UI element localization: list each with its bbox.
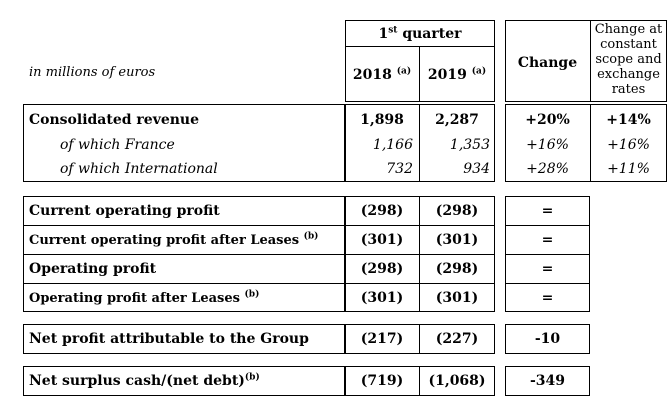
row-label: of which International <box>60 161 218 177</box>
quarter-number: 1 <box>378 26 389 42</box>
value-change: = <box>541 261 554 277</box>
value-2019: 934 <box>463 161 490 177</box>
revenue-change-divider <box>590 104 591 182</box>
profit-row-divider <box>23 254 495 255</box>
value-change-constant: +16% <box>607 137 650 153</box>
value-2018: (719) <box>360 373 404 389</box>
value-change-constant: +11% <box>607 161 650 177</box>
profit-change-divider <box>505 283 590 284</box>
change-constant-line-2: constant <box>600 37 657 52</box>
col-2018-header: 2018 (a) <box>345 66 419 83</box>
row-note: (b) <box>244 289 260 300</box>
value-change-constant: +14% <box>606 112 651 128</box>
profit-change-divider <box>505 225 590 226</box>
change-constant-line-4: exchange <box>597 67 660 82</box>
value-2019: (301) <box>435 232 479 248</box>
quarter-header-box <box>345 20 495 102</box>
col-2018-year: 2018 <box>352 67 392 83</box>
net-profit-label-box <box>23 324 345 354</box>
row-label: Net surplus cash/(net debt)(b) <box>29 372 260 389</box>
net-cash-values-divider <box>419 366 420 396</box>
revenue-label-box <box>23 104 345 182</box>
change-constant-line-5: rates <box>611 82 646 97</box>
col-2018-note: (a) <box>396 66 412 77</box>
quarter-header-col-divider <box>419 46 420 102</box>
revenue-values-divider <box>419 104 420 182</box>
value-change: +28% <box>526 161 569 177</box>
change-constant-header: Change at constant scope and exchange ra… <box>590 22 667 97</box>
change-header-divider <box>590 20 591 102</box>
net-profit-values-box <box>345 324 495 354</box>
profit-row-divider <box>23 283 495 284</box>
revenue-change-box <box>505 104 667 182</box>
row-label: Current operating profit after Leases (b… <box>29 231 319 248</box>
revenue-values-box <box>345 104 495 182</box>
value-change: = <box>541 232 554 248</box>
profit-row-divider <box>23 225 495 226</box>
row-label: Operating profit <box>29 262 156 276</box>
value-2019: (227) <box>435 331 479 347</box>
row-label-text: Net surplus cash/(net debt) <box>29 373 245 389</box>
net-cash-values-box <box>345 366 495 396</box>
row-label-text: Operating profit <box>29 261 157 277</box>
col-2019-note: (a) <box>471 66 487 77</box>
quarter-sup: st <box>388 25 398 36</box>
value-2018: (298) <box>360 261 404 277</box>
value-change: = <box>541 290 554 306</box>
units-label: in millions of euros <box>29 65 156 80</box>
value-2018: 1,898 <box>360 112 404 128</box>
col-2019-header: 2019 (a) <box>419 66 495 83</box>
quarter-label: quarter <box>402 26 462 42</box>
quarter-header: 1st quarter <box>345 25 495 42</box>
change-header-box <box>505 20 667 102</box>
change-header: Change <box>517 55 578 71</box>
net-profit-change-box <box>505 324 590 354</box>
row-label: Consolidated revenue <box>29 112 200 128</box>
value-2019: (301) <box>435 290 479 306</box>
net-cash-label-box <box>23 366 345 396</box>
value-change: +20% <box>525 112 570 128</box>
row-label-text: Operating profit after Leases <box>29 291 240 306</box>
row-note: (b) <box>244 372 260 383</box>
row-note: (b) <box>303 231 319 242</box>
net-cash-change-box <box>505 366 590 396</box>
value-change: -10 <box>534 331 561 347</box>
profit-change-divider <box>505 254 590 255</box>
change-constant-line-3: scope and <box>595 52 662 67</box>
value-change: -349 <box>529 373 566 389</box>
row-label: Net profit attributable to the Group <box>29 331 309 347</box>
value-2018: (217) <box>360 331 404 347</box>
row-label-text: Current operating profit after Leases <box>29 233 300 248</box>
row-label: Current operating profit <box>29 204 220 218</box>
value-2018: 1,166 <box>372 137 413 153</box>
col-2019-year: 2019 <box>427 67 467 83</box>
change-constant-line-1: Change at <box>594 22 663 37</box>
row-label: Operating profit after Leases (b) <box>29 289 260 306</box>
value-2018: (301) <box>360 290 404 306</box>
value-2018: 732 <box>386 161 413 177</box>
value-2019: 1,353 <box>449 137 490 153</box>
net-profit-values-divider <box>419 324 420 354</box>
value-2019: 2,287 <box>435 112 479 128</box>
value-2018: (298) <box>360 203 404 219</box>
value-2019: (298) <box>435 203 479 219</box>
value-2018: (301) <box>360 232 404 248</box>
value-change: +16% <box>526 137 569 153</box>
row-label: of which France <box>60 137 175 153</box>
value-2019: (1,068) <box>428 373 486 389</box>
quarter-header-divider <box>345 46 495 47</box>
value-2019: (298) <box>435 261 479 277</box>
row-label-text: Current operating profit <box>29 203 220 219</box>
value-change: = <box>541 203 554 219</box>
